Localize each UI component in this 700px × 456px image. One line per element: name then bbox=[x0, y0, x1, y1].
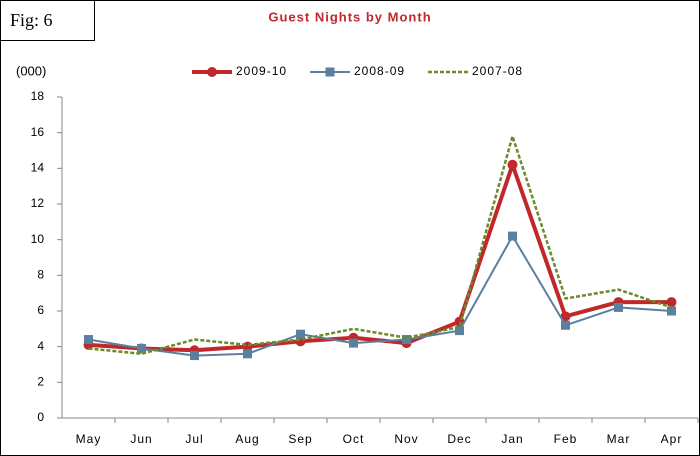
x-tick-label: Dec bbox=[447, 432, 471, 446]
legend-label: 2007-08 bbox=[472, 64, 523, 78]
legend-label: 2009-10 bbox=[236, 64, 287, 78]
y-tick-label: 16 bbox=[31, 125, 45, 139]
y-tick-label: 8 bbox=[37, 268, 44, 282]
series-line bbox=[88, 134, 672, 356]
data-point bbox=[666, 297, 677, 308]
x-tick-label: Apr bbox=[661, 432, 683, 446]
data-point bbox=[402, 335, 411, 345]
x-tick-label: Jan bbox=[501, 432, 523, 446]
x-tick-label: Sep bbox=[288, 432, 312, 446]
x-tick-label: Nov bbox=[394, 432, 418, 446]
x-tick-label: May bbox=[76, 432, 102, 446]
data-point bbox=[349, 338, 358, 348]
legend-marker bbox=[207, 67, 217, 77]
x-tick-label: Mar bbox=[607, 432, 631, 446]
data-point bbox=[614, 302, 623, 312]
data-point bbox=[508, 231, 517, 241]
series-line bbox=[88, 235, 672, 357]
x-tick-label: Aug bbox=[235, 432, 259, 446]
x-tick-label: Feb bbox=[554, 432, 578, 446]
legend-label: 2008-09 bbox=[354, 64, 405, 78]
data-point bbox=[507, 159, 518, 170]
data-point bbox=[560, 311, 571, 322]
y-tick-label: 6 bbox=[37, 303, 44, 317]
fig-label: Fig: 6 bbox=[10, 10, 53, 30]
y-tick-label: 18 bbox=[31, 89, 45, 103]
y-tick-label: 14 bbox=[31, 161, 45, 175]
y-tick-label: 4 bbox=[37, 339, 44, 353]
y-tick-label: 10 bbox=[31, 232, 45, 246]
data-point bbox=[243, 349, 252, 359]
data-point bbox=[561, 320, 570, 330]
y-axis-label: (000) bbox=[16, 63, 46, 78]
y-tick-label: 0 bbox=[37, 410, 44, 424]
fig-box bbox=[0, 0, 95, 41]
legend-marker bbox=[325, 67, 335, 77]
data-point bbox=[84, 335, 93, 345]
data-point bbox=[190, 351, 199, 361]
y-tick-label: 2 bbox=[37, 375, 44, 389]
y-tick-label: 12 bbox=[31, 196, 45, 210]
x-tick-label: Jul bbox=[185, 432, 203, 446]
data-point bbox=[667, 306, 676, 316]
chart-title: Guest Nights by Month bbox=[268, 9, 431, 24]
data-point bbox=[455, 326, 464, 336]
data-point bbox=[296, 329, 305, 339]
x-tick-label: Oct bbox=[343, 432, 365, 446]
x-tick-label: Jun bbox=[130, 432, 152, 446]
data-point bbox=[137, 343, 146, 353]
